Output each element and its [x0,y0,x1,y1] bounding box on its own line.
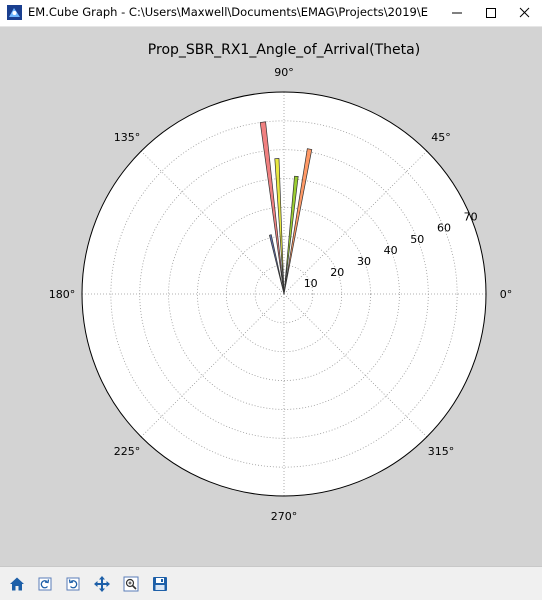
polar-bar [268,234,285,295]
angular-tick-label: 270° [271,510,298,523]
polar-bar [283,148,313,295]
radial-gridline [197,207,371,381]
close-icon [519,7,530,18]
plot-area: Prop_SBR_RX1_Angle_of_Arrival(Theta) 0° 4… [0,27,542,566]
pan-button[interactable] [90,572,114,596]
minimize-icon [452,12,462,14]
back-button[interactable] [33,572,57,596]
radial-tick-label: 50 [410,233,424,246]
save-icon [153,577,167,591]
maximize-button[interactable] [474,0,508,26]
angular-gridline [283,150,428,295]
zoom-icon [123,576,139,592]
radial-tick-label: 20 [330,266,344,279]
angular-gridline [283,293,428,438]
maximize-icon [486,8,496,18]
window-title: EM.Cube Graph - C:\Users\Maxwell\Documen… [28,5,428,19]
radial-gridline [168,178,400,410]
angular-tick-label: 135° [114,131,141,144]
radial-gridline [110,120,458,468]
home-icon [10,577,24,591]
angular-tick-label: 315° [428,445,455,458]
angular-tick-label: 0° [500,288,513,301]
radial-tick-label: 10 [304,277,318,290]
angular-tick-label: 225° [114,445,141,458]
angular-tick-label: 180° [49,288,76,301]
toolbar [0,566,542,600]
forward-icon [66,577,80,591]
forward-button[interactable] [61,572,85,596]
home-button[interactable] [5,572,29,596]
polar-bar [283,175,299,295]
angular-gridline [140,293,285,438]
close-button[interactable] [508,0,542,26]
angular-tick-label: 45° [431,131,451,144]
polar-frame [81,91,487,497]
save-button[interactable] [148,572,172,596]
zoom-button[interactable] [119,572,143,596]
angular-tick-label: 90° [274,66,294,79]
back-icon [38,577,52,591]
minimize-button[interactable] [440,0,474,26]
polar-chart: Prop_SBR_RX1_Angle_of_Arrival(Theta) 0° 4… [49,42,513,523]
pan-icon [94,576,110,592]
app-icon [7,5,22,20]
title-bar: EM.Cube Graph - C:\Users\Maxwell\Documen… [0,0,542,27]
polar-bar [259,121,285,295]
chart-title: Prop_SBR_RX1_Angle_of_Arrival(Theta) [148,42,420,58]
radial-gridline [254,264,314,324]
angular-gridline [140,150,285,295]
polar-bar [274,158,285,295]
radial-tick-label: 60 [437,222,451,235]
radial-tick-label: 40 [384,244,398,257]
radial-tick-label: 30 [357,255,371,268]
